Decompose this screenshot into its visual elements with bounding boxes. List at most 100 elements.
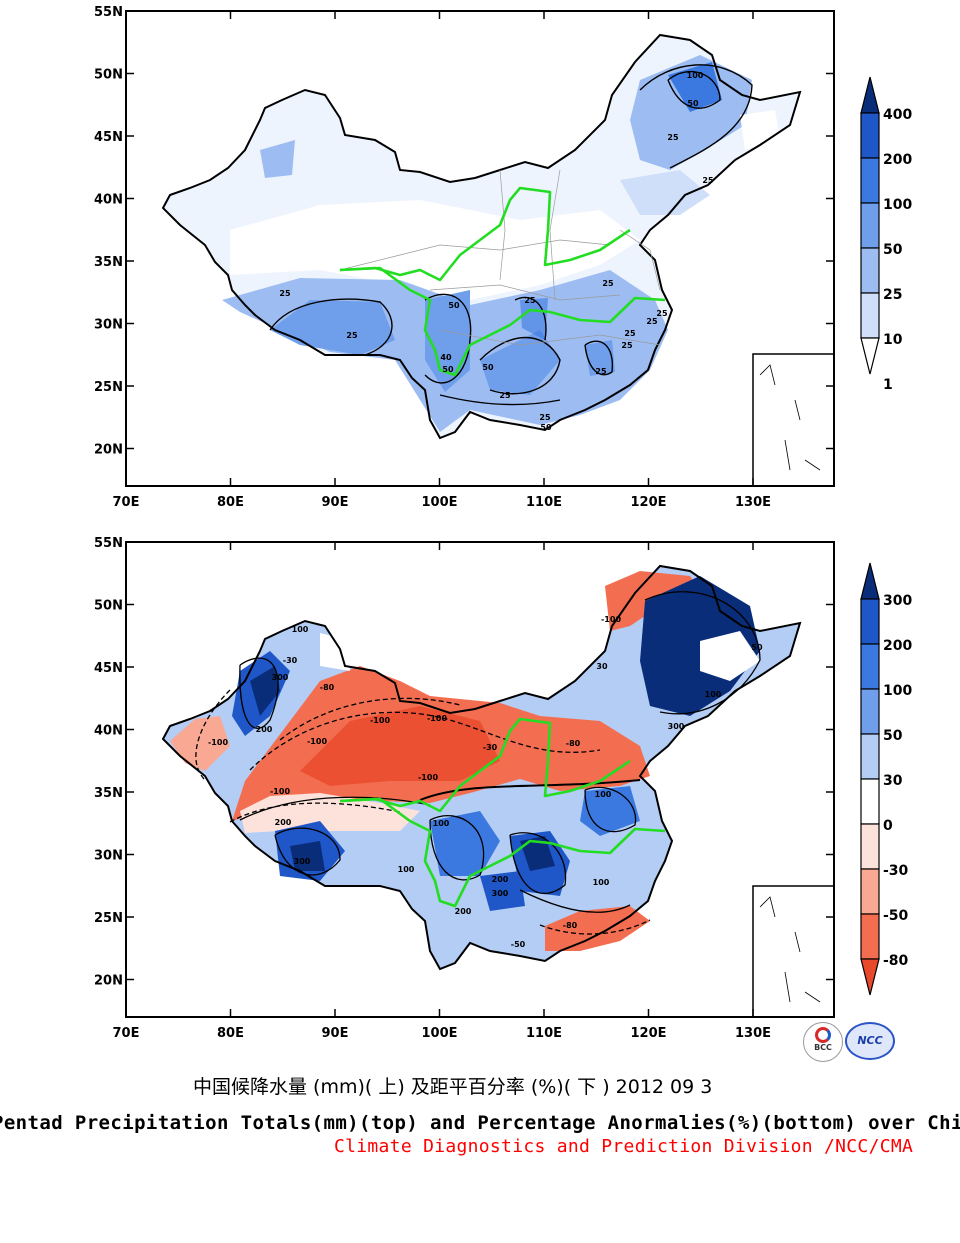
bottom-contour-label: -100 xyxy=(307,737,327,746)
bottom-contour-label: -50 xyxy=(511,940,526,949)
colorbar-segment xyxy=(860,868,880,915)
bottom-contour-label: 200 xyxy=(455,907,472,916)
top-contour-label: 50 xyxy=(687,99,699,108)
x-tick-label: 130E xyxy=(735,495,771,510)
top-x-axis: 70E 80E 90E 100E 110E 120E 130E xyxy=(113,11,771,510)
y-tick-label: 30N xyxy=(94,849,123,864)
bottom-contour-label: 300 xyxy=(492,889,509,898)
bottom-contour-label: -100 xyxy=(418,773,438,782)
colorbar-bottom-arrow xyxy=(860,337,880,375)
colorbar-segment xyxy=(860,598,880,645)
bottom-contour-label: -100 xyxy=(601,615,621,624)
top-contour-label: 25 xyxy=(279,289,291,298)
y-tick-label: 25N xyxy=(94,380,123,395)
colorbar-label: 200 xyxy=(883,638,912,654)
bottom-contour-label: 100 xyxy=(433,819,450,828)
y-tick-label: 35N xyxy=(94,786,123,801)
top-contour-label: 25 xyxy=(595,367,607,376)
top-contour-label: 25 xyxy=(621,341,633,350)
colorbar-segment xyxy=(860,202,880,249)
colorbar-segment xyxy=(860,733,880,780)
top-contour-label: 40 xyxy=(440,353,452,362)
bottom-contour-label: -30 xyxy=(283,656,298,665)
colorbar-label: 300 xyxy=(883,593,912,609)
ncc-logo: NCC xyxy=(845,1022,895,1060)
bottom-contour-label: 200 xyxy=(275,818,292,827)
colorbar-segment xyxy=(860,823,880,870)
top-contour-label: 25 xyxy=(667,133,679,142)
bottom-anomaly-map: 100 -100 -80 -30 200 300 -100 -100 -100 … xyxy=(94,536,912,1041)
x-tick-label: 110E xyxy=(526,495,562,510)
colorbar-label: 50 xyxy=(883,242,903,258)
top-precip-map: 100 50 25 25 25 25 50 25 50 40 50 25 25 … xyxy=(94,5,912,510)
bcc-logo: BCC xyxy=(803,1022,843,1062)
bottom-contour-label: -100 xyxy=(370,716,390,725)
x-tick-label: 100E xyxy=(421,1026,457,1041)
bottom-contour-label: 100 xyxy=(595,790,612,799)
x-tick-label: 100E xyxy=(421,495,457,510)
top-contour-label: 50 xyxy=(540,423,552,432)
top-contour-label: 25 xyxy=(656,309,668,318)
top-contour-label: 50 xyxy=(448,301,460,310)
colorbar-segment xyxy=(860,157,880,204)
bottom-contour-label: -30 xyxy=(483,743,498,752)
y-tick-label: 40N xyxy=(94,724,123,739)
x-tick-label: 120E xyxy=(630,1026,666,1041)
y-tick-label: 20N xyxy=(94,443,123,458)
colorbar-segment xyxy=(860,688,880,735)
y-tick-label: 50N xyxy=(94,68,123,83)
top-contour-label: 50 xyxy=(442,365,454,374)
x-tick-label: 130E xyxy=(735,1026,771,1041)
y-tick-label: 35N xyxy=(94,255,123,270)
x-tick-label: 80E xyxy=(217,495,244,510)
colorbar-segment xyxy=(860,112,880,159)
bcc-logo-mark xyxy=(815,1027,831,1043)
bottom-contour-label: 200 xyxy=(492,875,509,884)
bottom-contour-label: -80 xyxy=(320,683,335,692)
colorbar-label: -30 xyxy=(883,863,909,879)
bottom-contour-label: 300 xyxy=(272,673,289,682)
colorbar-label: 100 xyxy=(883,683,912,699)
bcc-logo-text: BCC xyxy=(814,1043,832,1052)
bottom-contour-label: 100 xyxy=(292,625,309,634)
top-contour-label: 25 xyxy=(524,296,536,305)
caption-english: Pentad Precipitation Totals(mm)(top) and… xyxy=(0,1112,960,1134)
colorbar-segment xyxy=(860,247,880,294)
x-tick-label: 80E xyxy=(217,1026,244,1041)
colorbar-segment xyxy=(860,778,880,825)
bottom-contour-label: -100 xyxy=(208,738,228,747)
bottom-contour-label: -80 xyxy=(563,921,578,930)
colorbar-segment xyxy=(860,643,880,690)
bottom-contour-label: 300 xyxy=(294,857,311,866)
y-tick-label: 55N xyxy=(94,536,123,551)
top-contour-label: 25 xyxy=(624,329,636,338)
colorbar-label: 50 xyxy=(883,728,903,744)
colorbar-top-arrow xyxy=(860,562,880,600)
y-tick-label: 30N xyxy=(94,318,123,333)
x-tick-label: 90E xyxy=(322,495,349,510)
colorbar-label: -80 xyxy=(883,953,909,969)
ncc-logo-text: NCC xyxy=(857,1034,883,1047)
colorbar-label: -50 xyxy=(883,908,909,924)
colorbar-label: 100 xyxy=(883,197,912,213)
colorbar-top-arrow xyxy=(860,76,880,114)
colorbar-label: 200 xyxy=(883,152,912,168)
x-tick-label: 110E xyxy=(526,1026,562,1041)
top-contour-label: 25 xyxy=(646,317,658,326)
colorbar-label: 25 xyxy=(883,287,902,303)
x-tick-label: 90E xyxy=(322,1026,349,1041)
bottom-y-axis: 55N 50N 45N 40N 35N 30N 25N 20N xyxy=(94,536,834,989)
bottom-contour-label: 300 xyxy=(668,722,685,731)
y-tick-label: 40N xyxy=(94,193,123,208)
x-tick-label: 120E xyxy=(630,495,666,510)
bottom-contour-label: 100 xyxy=(593,878,610,887)
colorbar-label: 30 xyxy=(883,773,903,789)
bottom-contour-label: -100 xyxy=(270,787,290,796)
colorbar-bottom-arrow xyxy=(860,958,880,996)
y-tick-label: 45N xyxy=(94,130,123,145)
top-contour-label: 25 xyxy=(702,176,714,185)
y-tick-label: 50N xyxy=(94,599,123,614)
caption-chinese: 中国候降水量 (mm)( 上) 及距平百分率 (%)( 下 ) 2012 09 … xyxy=(193,1076,713,1098)
colorbar-label: 400 xyxy=(883,107,912,123)
